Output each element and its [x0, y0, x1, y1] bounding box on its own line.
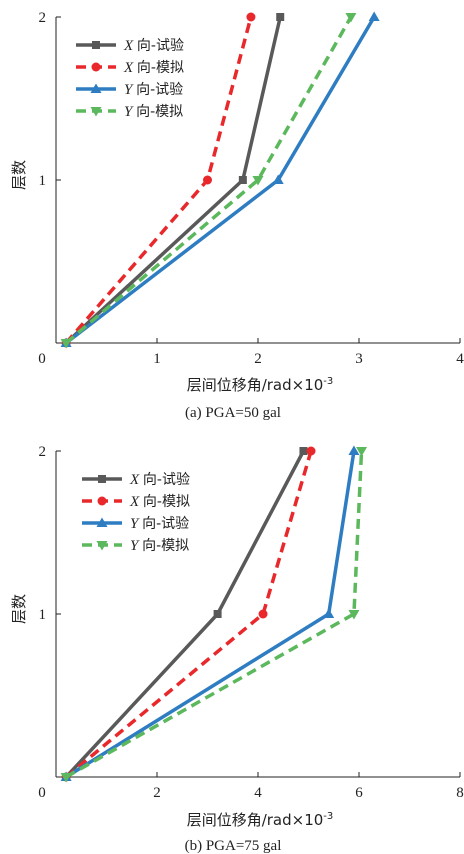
legend-marker-2 [90, 83, 102, 93]
data-point-3-2 [345, 13, 357, 23]
y-tick-label: 1 [39, 173, 47, 189]
legend-label-1: X 向-模拟 [123, 60, 184, 76]
legend-label-3: Y 向-模拟 [124, 104, 183, 120]
data-point-2-1 [272, 174, 284, 184]
x-tick-label: 2 [153, 785, 161, 801]
data-point-3-0 [60, 773, 72, 783]
x-tick-label: 3 [355, 351, 363, 367]
data-point-3-0 [60, 339, 72, 349]
legend-marker-3 [90, 107, 102, 117]
x-tick-label: 4 [254, 785, 262, 801]
y-tick-label: 2 [39, 444, 47, 460]
legend-marker-2 [96, 517, 108, 527]
data-point-2-1 [323, 608, 335, 618]
data-point-0-2 [276, 13, 285, 21]
legend-label-3: Y 向-模拟 [130, 538, 189, 554]
data-point-0-1 [213, 610, 222, 618]
legend-marker-0 [98, 475, 106, 483]
data-point-1-1 [203, 175, 212, 185]
x-tick-label: 8 [456, 785, 464, 801]
legend-marker-0 [92, 41, 100, 49]
data-point-0-2 [299, 447, 308, 455]
x-axis-label: 层间位移角/rad×10-3 [187, 376, 334, 394]
data-point-3-2 [356, 447, 368, 457]
data-point-1-2 [306, 446, 316, 456]
chart-caption: (b) PGA=75 gal [185, 838, 282, 854]
legend-label-2: Y 向-试验 [124, 82, 183, 98]
data-point-2-2 [368, 11, 380, 21]
legend-label-0: X 向-试验 [123, 38, 184, 54]
data-point-1-2 [246, 12, 256, 22]
data-point-1-1 [258, 609, 268, 619]
legend-label-0: X 向-试验 [129, 472, 190, 488]
legend-marker-1 [91, 62, 101, 72]
x-tick-label: 6 [355, 785, 363, 801]
x-tick-label: 2 [254, 351, 262, 367]
y-axis-label: 层数 [10, 594, 28, 624]
x-tick-label: 4 [456, 351, 464, 367]
series-line-1 [64, 450, 313, 779]
x-tick-label: 0 [38, 785, 46, 801]
legend-marker-1 [97, 496, 107, 506]
series-line-3 [64, 16, 353, 345]
x-axis-label: 层间位移角/rad×10-3 [187, 811, 334, 829]
data-point-3-1 [348, 610, 360, 620]
legend-marker-3 [96, 541, 108, 551]
series-line-3 [65, 450, 364, 779]
y-tick-label: 1 [39, 607, 47, 623]
data-point-2-2 [348, 445, 360, 455]
legend-label-2: Y 向-试验 [130, 516, 189, 532]
legend-label-1: X 向-模拟 [129, 494, 190, 510]
chart-caption: (a) PGA=50 gal [185, 405, 281, 421]
x-tick-label: 1 [153, 351, 161, 367]
x-tick-label: 0 [38, 351, 46, 367]
y-tick-label: 2 [39, 10, 47, 26]
data-point-3-1 [252, 176, 264, 186]
y-axis-label: 层数 [10, 160, 28, 190]
data-point-0-1 [238, 176, 247, 184]
